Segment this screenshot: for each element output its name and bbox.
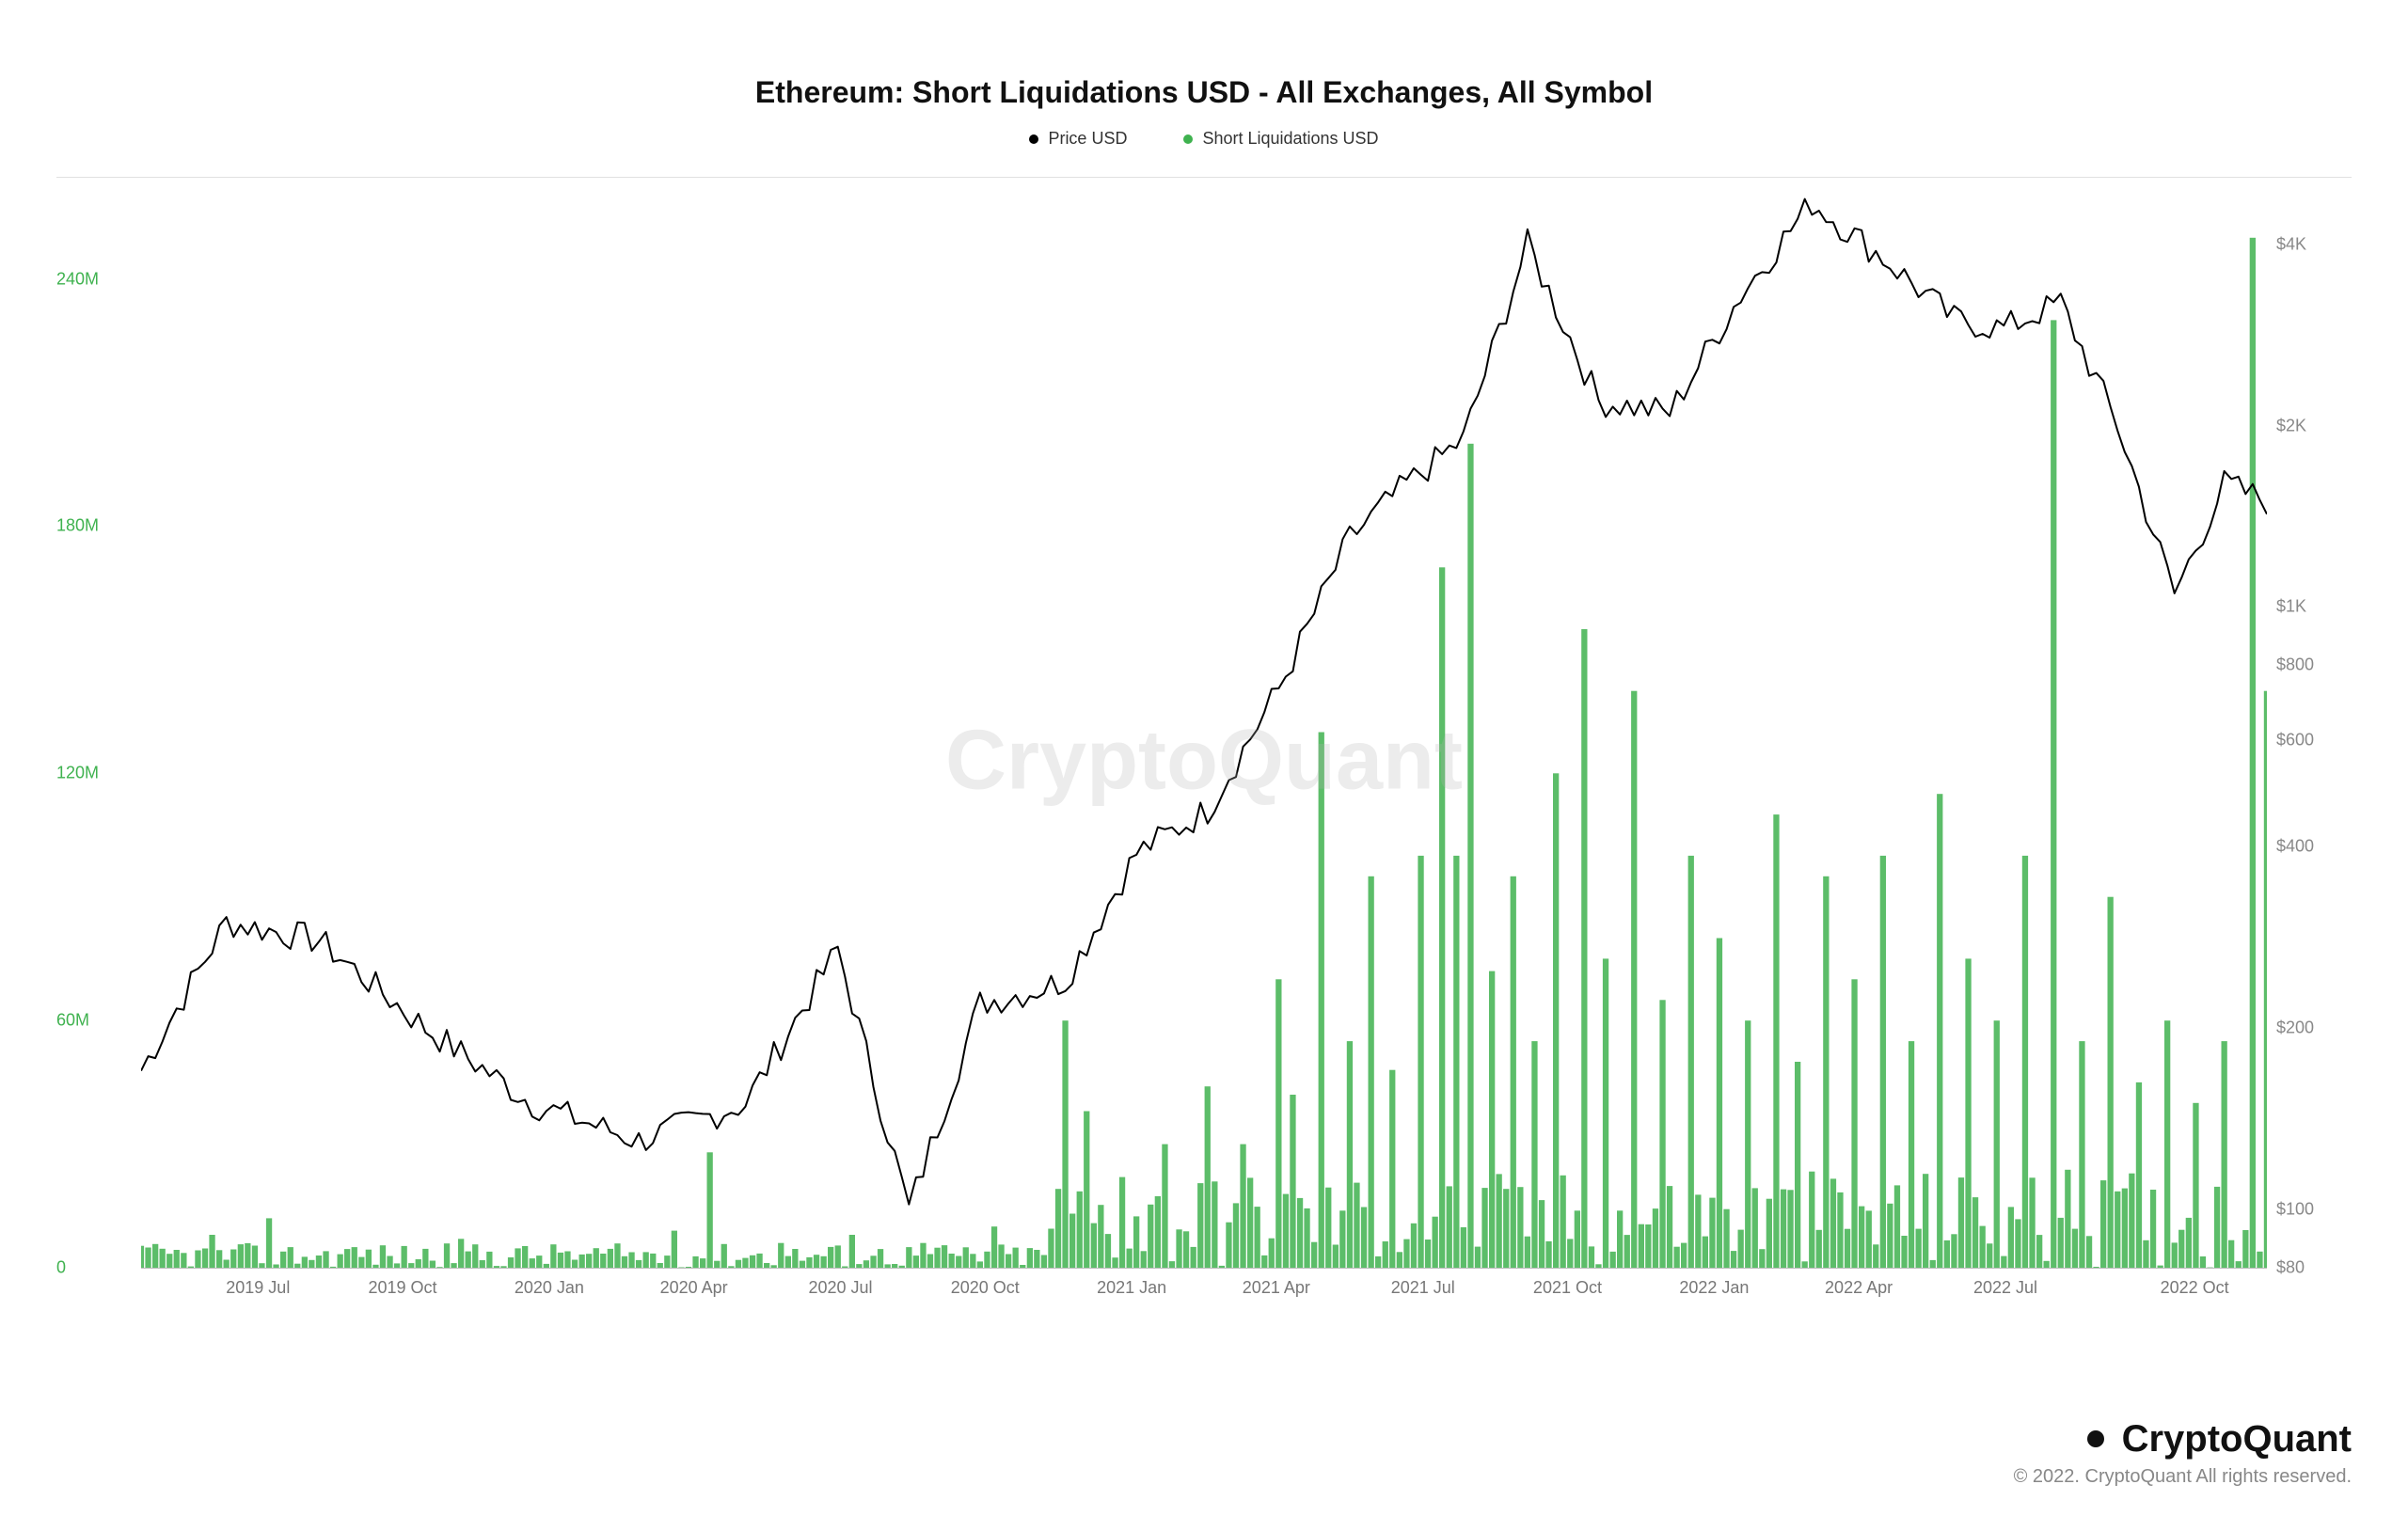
divider xyxy=(56,177,2352,178)
y-left-axis: 060M120M180M240M xyxy=(56,197,132,1325)
brand: CryptoQuant xyxy=(2014,1417,2352,1461)
x-axis: 2019 Jul2019 Oct2020 Jan2020 Apr2020 Jul… xyxy=(141,1278,2267,1306)
copyright: © 2022. CryptoQuant All rights reserved. xyxy=(2014,1466,2352,1488)
chart-svg xyxy=(141,197,2267,1268)
legend-dot-price xyxy=(1029,134,1038,144)
chart-area: CryptoQuant 060M120M180M240M $80$100$200… xyxy=(56,197,2352,1325)
footer: CryptoQuant © 2022. CryptoQuant All righ… xyxy=(2014,1417,2352,1488)
brand-icon xyxy=(2066,1417,2109,1461)
plot-area xyxy=(141,197,2267,1269)
legend-item-price: Price USD xyxy=(1029,129,1127,149)
brand-text: CryptoQuant xyxy=(2122,1418,2352,1461)
legend-item-liq: Short Liquidations USD xyxy=(1183,129,1378,149)
y-right-axis: $80$100$200$400$600$800$1K$2K$4K xyxy=(2276,197,2352,1325)
legend-label-price: Price USD xyxy=(1048,129,1127,149)
legend-dot-liq xyxy=(1183,134,1193,144)
legend-label-liq: Short Liquidations USD xyxy=(1202,129,1378,149)
chart-title: Ethereum: Short Liquidations USD - All E… xyxy=(56,75,2352,110)
legend: Price USD Short Liquidations USD xyxy=(56,129,2352,149)
